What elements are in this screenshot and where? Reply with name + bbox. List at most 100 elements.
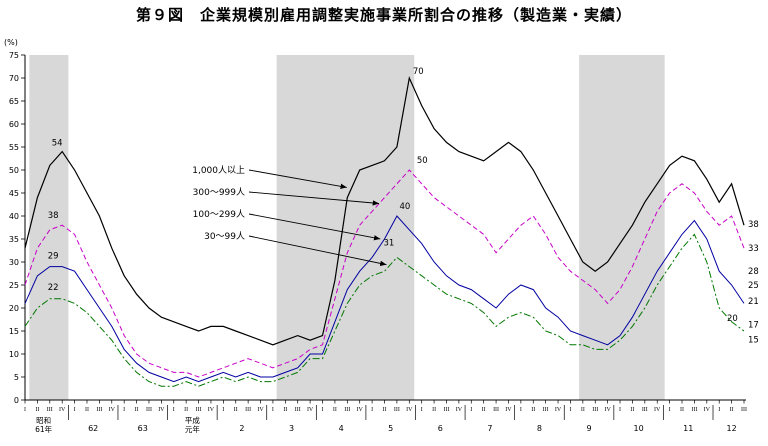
quarter-label: IV — [109, 407, 116, 413]
legend-label: 30～99人 — [204, 231, 245, 242]
quarter-label: II — [383, 407, 387, 413]
year-label: 6 — [438, 424, 443, 433]
y-tick-label: 0 — [14, 396, 19, 405]
quarter-label: I — [569, 407, 571, 413]
quarter-label: I — [173, 407, 175, 413]
y-tick-label: 25 — [9, 281, 19, 290]
quarter-label: III — [592, 407, 598, 413]
end-value-label: 21 — [748, 297, 759, 307]
end-value-label: 33 — [748, 244, 759, 254]
quarter-label: III — [344, 407, 350, 413]
end-value-label: 20 — [727, 314, 738, 324]
quarter-label: I — [123, 407, 125, 413]
quarter-label: III — [196, 407, 202, 413]
quarter-label: I — [371, 407, 373, 413]
quarter-label: I — [74, 407, 76, 413]
quarter-label: IV — [406, 407, 413, 413]
year-label: 62 — [88, 424, 98, 433]
point-value-label: 70 — [413, 67, 424, 77]
quarter-label: I — [421, 407, 423, 413]
end-value-label: 17 — [748, 321, 759, 331]
point-value-label: 54 — [52, 139, 63, 149]
legend-label: 1,000人以上 — [192, 165, 245, 176]
year-label: 61年 — [35, 424, 53, 434]
year-label: 8 — [537, 424, 542, 433]
y-tick-label: 45 — [9, 189, 19, 198]
quarter-label: IV — [208, 407, 215, 413]
quarter-label: IV — [357, 407, 364, 413]
year-label: 2 — [239, 424, 244, 433]
y-tick-label: 5 — [14, 373, 19, 382]
y-tick-label: 10 — [9, 350, 19, 359]
quarter-label: II — [333, 407, 337, 413]
recession-band — [579, 55, 665, 400]
point-value-label: 40 — [399, 202, 410, 212]
legend-arrow — [248, 169, 347, 189]
year-label: 平成 — [185, 415, 200, 425]
chart-title: 第９図 企業規模別雇用調整実施事業所割合の推移（製造業・実績） — [135, 6, 632, 24]
y-tick-label: 35 — [9, 235, 19, 244]
quarter-label: IV — [158, 407, 165, 413]
series-line-0 — [24, 75, 745, 346]
point-value-label: 29 — [48, 252, 59, 262]
legend-label: 100～299人 — [193, 209, 245, 220]
year-label: 10 — [634, 424, 644, 433]
quarter-label: I — [24, 407, 26, 413]
year-label: 5 — [388, 424, 393, 433]
quarter-label: II — [35, 407, 39, 413]
y-tick-label: 30 — [9, 258, 19, 267]
quarter-label: I — [272, 407, 274, 413]
quarter-label: III — [146, 407, 152, 413]
y-tick-label: 65 — [9, 97, 19, 106]
recession-band — [29, 55, 69, 400]
point-value-label: 38 — [48, 211, 59, 221]
quarter-label: II — [482, 407, 486, 413]
quarter-label: I — [718, 407, 720, 413]
quarter-label: III — [741, 407, 747, 413]
series-line-1 — [24, 169, 745, 378]
end-value-label: 25 — [748, 281, 759, 291]
series-line-2 — [24, 215, 745, 383]
point-value-label: 22 — [48, 283, 59, 293]
quarter-label: II — [184, 407, 188, 413]
quarter-label: IV — [505, 407, 512, 413]
point-value-label: 31 — [383, 238, 394, 248]
quarter-label: III — [443, 407, 449, 413]
quarter-label: II — [630, 407, 634, 413]
quarter-label: I — [619, 407, 621, 413]
legend-arrow — [248, 213, 381, 241]
quarter-label: II — [85, 407, 89, 413]
quarter-label: I — [520, 407, 522, 413]
quarter-label: IV — [555, 407, 562, 413]
year-label: 7 — [487, 424, 492, 433]
y-tick-label: 60 — [9, 120, 19, 129]
point-value-label: 50 — [417, 156, 428, 166]
y-tick-label: 70 — [9, 74, 19, 83]
quarter-label: II — [283, 407, 287, 413]
end-value-label: 38 — [748, 220, 759, 230]
year-label: 63 — [138, 424, 148, 433]
legend-arrow — [248, 235, 387, 267]
quarter-label: IV — [59, 407, 66, 413]
year-label: 9 — [586, 424, 591, 433]
quarter-label: II — [531, 407, 535, 413]
quarter-label: III — [642, 407, 648, 413]
quarter-label: IV — [257, 407, 264, 413]
series-line-3 — [24, 233, 745, 387]
quarter-label: III — [245, 407, 251, 413]
quarter-label: IV — [604, 407, 611, 413]
quarter-label: III — [543, 407, 549, 413]
quarter-label: II — [234, 407, 238, 413]
legend-label: 300～999人 — [193, 187, 245, 198]
quarter-label: I — [669, 407, 671, 413]
quarter-label: IV — [456, 407, 463, 413]
quarter-label: IV — [654, 407, 661, 413]
quarter-label: IV — [704, 407, 711, 413]
quarter-label: II — [581, 407, 585, 413]
y-tick-label: 15 — [9, 327, 19, 336]
quarter-label: III — [493, 407, 499, 413]
legend-arrow — [248, 191, 380, 206]
quarter-label: II — [730, 407, 734, 413]
